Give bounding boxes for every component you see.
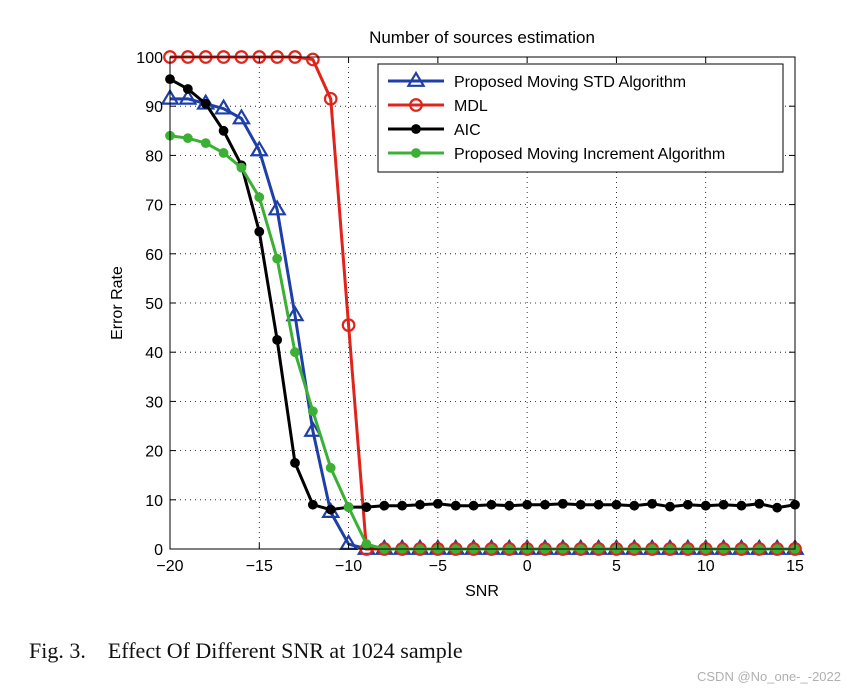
y-tick-label: 90 (145, 99, 163, 116)
legend-box (377, 63, 784, 173)
data-point (450, 500, 461, 511)
data-point (468, 500, 479, 511)
data-point (231, 108, 251, 125)
data-point (218, 125, 229, 136)
x-tick-label: −20 (156, 558, 183, 575)
data-point (575, 499, 586, 510)
data-point (432, 498, 443, 509)
caption-label: Fig. 3. (29, 638, 86, 663)
legend-label: AIC (454, 122, 481, 139)
y-tick-label: 60 (145, 247, 163, 264)
x-tick-label: 15 (786, 558, 804, 575)
data-point (178, 88, 198, 105)
data-point (647, 498, 658, 509)
data-point (182, 84, 193, 94)
data-point (200, 138, 211, 149)
data-point (325, 462, 336, 473)
figure-caption: Fig. 3. Effect Of Different SNR at 1024 … (29, 638, 463, 664)
data-point (504, 500, 515, 511)
data-point (254, 192, 265, 203)
data-point (249, 140, 269, 157)
series-aic (165, 74, 800, 515)
legend-marker (409, 98, 423, 112)
data-point (486, 499, 497, 510)
x-tick-label: −5 (429, 558, 447, 575)
data-point (736, 500, 747, 511)
y-tick-label: 40 (145, 345, 163, 362)
data-point (305, 52, 320, 67)
legend-marker (411, 148, 421, 158)
data-point (254, 226, 265, 237)
data-point (341, 318, 356, 333)
data-point (290, 347, 300, 358)
x-tick-label: −10 (335, 558, 362, 575)
data-point (325, 504, 336, 515)
data-point (754, 498, 765, 509)
data-point (665, 501, 675, 512)
x-tick-label: 5 (612, 558, 621, 575)
data-point (718, 499, 729, 510)
x-axis-label: SNR (465, 583, 499, 600)
data-point (267, 199, 287, 216)
legend-label: Proposed Moving Increment Algorithm (454, 146, 725, 163)
legend-marker (411, 124, 421, 134)
y-tick-label: 0 (154, 542, 163, 559)
data-point (593, 499, 604, 510)
data-point (379, 500, 390, 511)
y-tick-label: 80 (145, 148, 163, 165)
y-tick-label: 30 (145, 394, 163, 411)
data-point (323, 91, 338, 106)
data-point (361, 502, 372, 513)
y-axis-label: Error Rate (109, 266, 126, 340)
chart: Number of sources estimation −20 −15 −10 −5… (109, 28, 805, 600)
x-tick-label: −15 (246, 558, 273, 575)
ticks: −20 −15 −10 −5 0 5 10 15 0 10 20 30 40 50 60 70 80 90 100 (136, 50, 804, 575)
data-point (415, 499, 425, 510)
data-point (236, 162, 247, 173)
data-point (611, 499, 622, 510)
data-point (682, 499, 693, 510)
data-point (397, 500, 408, 511)
data-point (540, 499, 550, 510)
legend-label: MDL (454, 98, 488, 115)
x-tick-label: 0 (523, 558, 532, 575)
data-point (361, 539, 372, 549)
y-tick-label: 10 (145, 493, 163, 510)
data-point (629, 500, 640, 511)
y-tick-label: 20 (145, 444, 163, 461)
data-point (343, 502, 354, 513)
data-point (290, 458, 300, 468)
legend-label: Proposed Moving STD Algorithm (454, 74, 686, 91)
data-point (214, 98, 234, 115)
watermark: CSDN @No_one-_-2022 (697, 669, 841, 684)
data-point (285, 305, 305, 322)
y-tick-label: 50 (145, 296, 163, 313)
caption-text: Effect Of Different SNR at 1024 sample (107, 638, 463, 663)
data-point (700, 500, 711, 511)
chart-title: Number of sources estimation (369, 28, 595, 47)
data-point (307, 499, 318, 510)
y-tick-label: 100 (136, 50, 163, 67)
data-point (182, 133, 193, 144)
legend-marker (406, 70, 426, 87)
y-tick-label: 70 (145, 198, 163, 215)
data-point (772, 502, 783, 513)
data-point (218, 148, 229, 158)
data-point (200, 98, 211, 109)
data-point (303, 420, 323, 437)
data-point (307, 406, 318, 417)
legend: Proposed Moving STD Algorithm MDL AIC Propo… (377, 63, 784, 173)
x-tick-label: 10 (697, 558, 715, 575)
data-point (272, 253, 283, 264)
data-point (522, 499, 533, 510)
data-point (272, 335, 283, 345)
data-point (557, 498, 568, 509)
